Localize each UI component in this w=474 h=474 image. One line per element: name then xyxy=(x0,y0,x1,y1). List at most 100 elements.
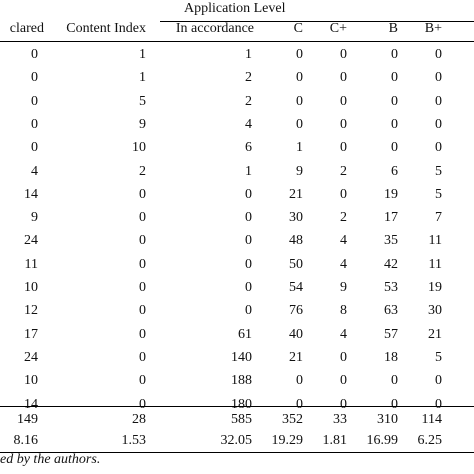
table-cell: 17 xyxy=(384,210,398,225)
totals-row-cell: 585 xyxy=(231,412,252,427)
totals-row-cell: 149 xyxy=(17,412,38,427)
table-cell: 2 xyxy=(340,164,347,179)
table-cell: 0 xyxy=(340,47,347,62)
table-cell: 0 xyxy=(139,373,146,388)
totals-row-cell: 33 xyxy=(333,412,347,427)
table-cell: 63 xyxy=(384,303,398,318)
table-cell: 0 xyxy=(139,187,146,202)
table-cell: 0 xyxy=(245,210,252,225)
totals-row-cell: 28 xyxy=(132,412,146,427)
table-footnote: ed by the authors. xyxy=(0,452,101,467)
table-cell: 0 xyxy=(31,94,38,109)
column-header-4: C+ xyxy=(329,21,347,36)
table-cell: 0 xyxy=(139,303,146,318)
table-cell: 0 xyxy=(340,70,347,85)
column-header-5: B xyxy=(388,21,398,36)
table-cell: 1 xyxy=(296,140,303,155)
table-cell: 19 xyxy=(428,280,442,295)
table-cell: 0 xyxy=(245,233,252,248)
column-header-3: C xyxy=(293,21,303,36)
table-cell: 76 xyxy=(289,303,303,318)
table-cell: 5 xyxy=(435,187,442,202)
table-cell: 0 xyxy=(296,94,303,109)
table-cell: 0 xyxy=(31,47,38,62)
table-cell: 0 xyxy=(139,280,146,295)
table-cell: 4 xyxy=(340,233,347,248)
table-cell: 17 xyxy=(24,327,38,342)
column-header-6: B+ xyxy=(424,21,442,36)
table-cell: 9 xyxy=(340,280,347,295)
table-cell: 0 xyxy=(139,210,146,225)
table-cell: 6 xyxy=(391,164,398,179)
table-cell: 4 xyxy=(340,257,347,272)
table-cell: 40 xyxy=(289,327,303,342)
table-cell: 53 xyxy=(384,280,398,295)
table-cell: 0 xyxy=(435,47,442,62)
table-cell: 4 xyxy=(31,164,38,179)
table-cell: 0 xyxy=(245,280,252,295)
percentages-row-cell: 16.99 xyxy=(366,433,399,448)
table-cell: 2 xyxy=(245,70,252,85)
table-cell: 140 xyxy=(231,350,252,365)
table-cell: 9 xyxy=(139,117,146,132)
table-cell: 21 xyxy=(289,187,303,202)
table-cell: 30 xyxy=(428,303,442,318)
table-cell: 11 xyxy=(24,257,38,272)
table-cell: 0 xyxy=(391,140,398,155)
table-cell: 0 xyxy=(31,70,38,85)
group-header-rule xyxy=(160,21,474,22)
table-cell: 0 xyxy=(340,94,347,109)
table-cell: 0 xyxy=(31,140,38,155)
table-cell: 0 xyxy=(391,70,398,85)
table-cell: 0 xyxy=(391,117,398,132)
table-cell: 1 xyxy=(245,164,252,179)
table-cell: 61 xyxy=(238,327,252,342)
table-cell: 6 xyxy=(245,140,252,155)
table-cell: 35 xyxy=(384,233,398,248)
percentages-row-cell: 32.05 xyxy=(220,433,253,448)
table-cell: 48 xyxy=(289,233,303,248)
table-cell: 21 xyxy=(428,327,442,342)
table-cell: 180 xyxy=(231,397,252,412)
table-cell: 19 xyxy=(384,187,398,202)
table-cell: 0 xyxy=(296,397,303,412)
table-cell: 24 xyxy=(24,350,38,365)
table-cell: 5 xyxy=(435,164,442,179)
table-cell: 0 xyxy=(340,187,347,202)
table-cell: 4 xyxy=(245,117,252,132)
percentages-row-cell: 8.16 xyxy=(13,433,39,448)
group-header-application-level: Application Level xyxy=(184,1,286,16)
table-cell: 0 xyxy=(245,257,252,272)
table-cell: 0 xyxy=(139,257,146,272)
table-cell: 0 xyxy=(435,397,442,412)
table-cell: 0 xyxy=(139,350,146,365)
table-cell: 10 xyxy=(24,280,38,295)
table-cell: 0 xyxy=(340,350,347,365)
totals-row-cell: 114 xyxy=(421,412,442,427)
table-cell: 0 xyxy=(245,187,252,202)
table-cell: 0 xyxy=(435,373,442,388)
table-cell: 1 xyxy=(139,47,146,62)
bottom-rule xyxy=(0,452,474,453)
table-cell: 8 xyxy=(340,303,347,318)
table-cell: 0 xyxy=(296,117,303,132)
table-cell: 0 xyxy=(139,327,146,342)
table-cell: 7 xyxy=(435,210,442,225)
header-rule xyxy=(0,41,474,42)
table-cell: 0 xyxy=(296,373,303,388)
table-cell: 30 xyxy=(289,210,303,225)
table-cell: 0 xyxy=(435,70,442,85)
table-cell: 9 xyxy=(296,164,303,179)
table-cell: 0 xyxy=(31,117,38,132)
table-cell: 11 xyxy=(428,233,442,248)
table-cell: 2 xyxy=(139,164,146,179)
table-cell: 5 xyxy=(139,94,146,109)
totals-rule xyxy=(0,406,474,407)
table-cell: 10 xyxy=(132,140,146,155)
percentages-row-cell: 19.29 xyxy=(271,433,304,448)
table-cell: 0 xyxy=(391,94,398,109)
table-cell: 2 xyxy=(245,94,252,109)
percentages-row-cell: 1.81 xyxy=(322,433,348,448)
table-cell: 21 xyxy=(289,350,303,365)
